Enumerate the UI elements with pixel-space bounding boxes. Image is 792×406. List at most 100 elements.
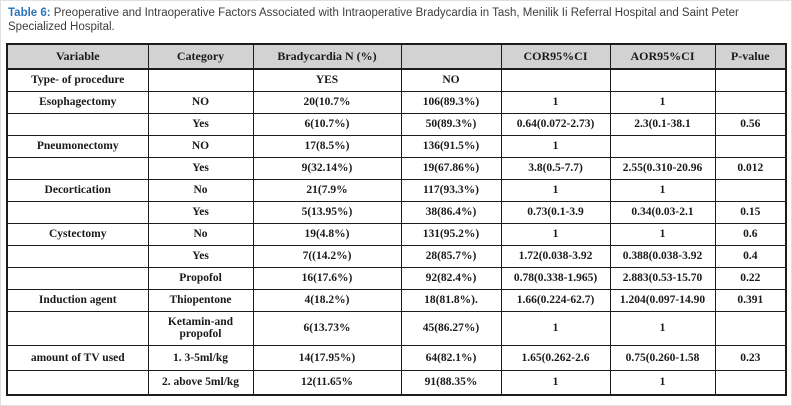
cell-brady-yes: 16(17.6%): [252, 266, 402, 290]
cell-brady-yes: 5(13.95%): [252, 200, 402, 224]
cell-cor: 1: [500, 369, 611, 396]
table-row: Yes 6(10.7%) 50(89.3%) 0.64(0.072-2.73) …: [6, 112, 787, 136]
cell-aor: 1: [609, 178, 716, 202]
table-row: Ketamin-and propofol 6(13.73% 45(86.27%)…: [6, 310, 787, 346]
cell-category: 2. above 5ml/kg: [147, 369, 254, 396]
table-row: Propofol 16(17.6%) 92(82.4%) 0.78(0.338-…: [6, 266, 787, 290]
header-empty: [400, 43, 502, 70]
table-row: Induction agent Thiopentone 4(18.2%) 18(…: [6, 288, 787, 312]
cell-variable: Esophagectomy: [6, 90, 149, 114]
cell-brady-no: 19(67.86%): [400, 156, 502, 180]
header-aor: AOR95%CI: [609, 43, 716, 70]
cell-variable: [6, 200, 149, 224]
cell-variable: Type- of procedure: [6, 68, 149, 92]
cell-pvalue: [714, 310, 787, 346]
cell-aor: 0.34(0.03-2.1: [609, 200, 716, 224]
cell-category: NO: [147, 90, 254, 114]
cell-cor: [500, 68, 611, 92]
cell-brady-no: 92(82.4%): [400, 266, 502, 290]
cell-pvalue: 0.15: [714, 200, 787, 224]
cell-category: Yes: [147, 244, 254, 268]
cell-category: Ketamin-and propofol: [147, 310, 254, 346]
header-row: Variable Category Bradycardia N (%) COR9…: [6, 43, 787, 70]
results-table: Variable Category Bradycardia N (%) COR9…: [6, 43, 787, 396]
cell-pvalue: [714, 68, 787, 92]
cell-aor: 2.55(0.310-20.96: [609, 156, 716, 180]
table-row: Pneumonectomy NO 17(8.5%) 136(91.5%) 1: [6, 134, 787, 158]
table-caption: Table 6: Preoperative and Intraoperative…: [1, 1, 791, 34]
table-row: Esophagectomy NO 20(10.7% 106(89.3%) 1 1: [6, 90, 787, 114]
cell-cor: 0.78(0.338-1.965): [500, 266, 611, 290]
cell-cor: 1: [500, 134, 611, 158]
cell-variable: [6, 369, 149, 396]
cell-category: [147, 68, 254, 92]
table-caption-label: Table 6:: [8, 7, 51, 19]
cell-brady-no: 28(85.7%): [400, 244, 502, 268]
cell-pvalue: 0.56: [714, 112, 787, 136]
header-bradycardia: Bradycardia N (%): [252, 43, 402, 70]
cell-brady-no: 45(86.27%): [400, 310, 502, 346]
cell-aor: 2.883(0.53-15.70: [609, 266, 716, 290]
cell-brady-yes: 21(7.9%: [252, 178, 402, 202]
cell-aor: 1: [609, 90, 716, 114]
table-row: Type- of procedure YES NO: [6, 68, 787, 92]
cell-aor: 0.75(0.260-1.58: [609, 344, 716, 371]
cell-brady-yes: 9(32.14%): [252, 156, 402, 180]
cell-brady-no: 106(89.3%): [400, 90, 502, 114]
table-row: Yes 9(32.14%) 19(67.86%) 3.8(0.5-7.7) 2.…: [6, 156, 787, 180]
table-row: Decortication No 21(7.9% 117(93.3%) 1 1: [6, 178, 787, 202]
header-pvalue: P-value: [714, 43, 787, 70]
cell-variable: Pneumonectomy: [6, 134, 149, 158]
cell-category: Yes: [147, 200, 254, 224]
cell-pvalue: 0.4: [714, 244, 787, 268]
cell-brady-no: 136(91.5%): [400, 134, 502, 158]
cell-aor: 1: [609, 369, 716, 396]
cell-variable: Induction agent: [6, 288, 149, 312]
cell-brady-yes: 6(10.7%): [252, 112, 402, 136]
cell-category: Yes: [147, 112, 254, 136]
cell-category: NO: [147, 134, 254, 158]
table-row: amount of TV used 1. 3-5ml/kg 14(17.95%)…: [6, 344, 787, 371]
cell-pvalue: 0.22: [714, 266, 787, 290]
cell-aor: [609, 68, 716, 92]
cell-aor: 1: [609, 222, 716, 246]
header-category: Category: [147, 43, 254, 70]
cell-brady-yes: 20(10.7%: [252, 90, 402, 114]
cell-pvalue: 0.23: [714, 344, 787, 371]
table-row: Yes 7((14.2%) 28(85.7%) 1.72(0.038-3.92 …: [6, 244, 787, 268]
cell-variable: [6, 112, 149, 136]
cell-brady-yes: 4(18.2%): [252, 288, 402, 312]
cell-brady-no: 64(82.1%): [400, 344, 502, 371]
cell-pvalue: [714, 178, 787, 202]
cell-brady-yes: 19(4.8%): [252, 222, 402, 246]
cell-variable: amount of TV used: [6, 344, 149, 371]
table-row: Yes 5(13.95%) 38(86.4%) 0.73(0.1-3.9 0.3…: [6, 200, 787, 224]
table-caption-text: Preoperative and Intraoperative Factors …: [8, 7, 739, 33]
cell-cor: 3.8(0.5-7.7): [500, 156, 611, 180]
header-cor: COR95%CI: [500, 43, 611, 70]
cell-variable: [6, 266, 149, 290]
cell-cor: 1: [500, 222, 611, 246]
table-row: 2. above 5ml/kg 12(11.65% 91(88.35% 1 1: [6, 369, 787, 396]
cell-cor: 1.72(0.038-3.92: [500, 244, 611, 268]
cell-aor: 2.3(0.1-38.1: [609, 112, 716, 136]
cell-category: Yes: [147, 156, 254, 180]
cell-category: Propofol: [147, 266, 254, 290]
cell-variable: Cystectomy: [6, 222, 149, 246]
cell-aor: 1: [609, 310, 716, 346]
cell-cor: 1: [500, 310, 611, 346]
cell-cor: 1: [500, 90, 611, 114]
header-variable: Variable: [6, 43, 149, 70]
cell-variable: Decortication: [6, 178, 149, 202]
cell-variable: [6, 156, 149, 180]
cell-brady-no: 50(89.3%): [400, 112, 502, 136]
cell-cor: 0.64(0.072-2.73): [500, 112, 611, 136]
cell-brady-yes: 7((14.2%): [252, 244, 402, 268]
cell-brady-yes: 17(8.5%): [252, 134, 402, 158]
cell-cor: 0.73(0.1-3.9: [500, 200, 611, 224]
cell-brady-no: 38(86.4%): [400, 200, 502, 224]
table-row: Cystectomy No 19(4.8%) 131(95.2%) 1 1 0.…: [6, 222, 787, 246]
cell-aor: 0.388(0.038-3.92: [609, 244, 716, 268]
cell-pvalue: 0.012: [714, 156, 787, 180]
